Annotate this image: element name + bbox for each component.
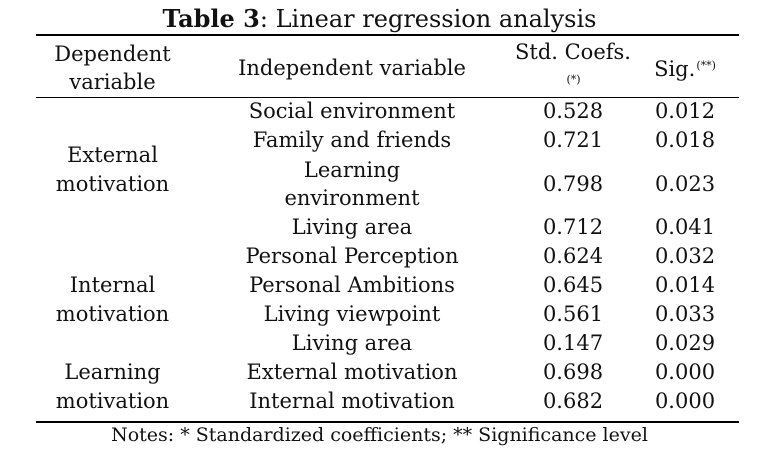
header-std-coefs-mark: (*) [566,73,581,86]
table-row: Family and friends 0.721 0.018 [36,126,739,155]
coef-cell: 0.528 [542,99,604,123]
header-sig-label: Sig. [654,57,696,81]
table-row: Internal motivation Personal Perception … [36,242,739,326]
header-independent: Independent variable [238,55,466,80]
coef-cell: 0.624 [542,244,604,268]
coef-cell: 0.682 [542,389,604,413]
bottom-rule [36,421,739,423]
independent-cell: Personal Ambitions [249,273,455,297]
sig-cell: 0.000 [654,360,716,384]
table-row: Learning motivation External motivation … [36,358,739,413]
table-row: Living viewpoint 0.561 0.033 [36,300,739,329]
independent-cell: Living viewpoint [263,302,441,326]
table-label: Table 3 [162,4,260,33]
independent-cell: Family and friends [252,128,452,152]
table-row: Living area 0.147 0.029 [36,329,739,358]
sig-cell: 0.029 [654,331,716,355]
independent-cell: Learning environment [189,155,515,213]
table-notes: Notes: * Standardized coefficients; ** S… [111,424,648,446]
dependent-cell-learning: Learning motivation [55,360,170,413]
independent-cell: Personal Perception [245,244,459,268]
sig-cell: 0.018 [654,128,716,152]
top-rule [36,34,739,36]
sig-cell: 0.012 [654,99,716,123]
header-rule [36,97,739,98]
sig-cell: 0.014 [654,273,716,297]
table-row: External motivation Social environment 0… [36,97,739,196]
table-title: Table 3: Linear regression analysis [0,4,759,34]
sig-cell: 0.000 [654,389,716,413]
header-dependent: Dependent variable [54,41,171,94]
table-row: Living area 0.712 0.041 [36,213,739,242]
sig-cell: 0.033 [654,302,716,326]
coef-cell: 0.147 [542,331,604,355]
independent-cell-text: Learning environment [284,158,420,210]
sig-cell: 0.041 [654,215,716,239]
sig-cell: 0.023 [654,171,716,196]
table-row: Personal Ambitions 0.645 0.014 [36,271,739,300]
independent-cell: Living area [291,215,413,239]
coef-cell: 0.798 [542,171,604,196]
dependent-cell-internal: Internal motivation [55,273,170,326]
independent-cell: Social environment [248,99,456,123]
coef-cell: 0.645 [542,273,604,297]
header-sig: Sig.(**) [631,38,739,97]
regression-table: Dependent variable Independent variable … [36,38,739,416]
coef-cell: 0.698 [542,360,604,384]
independent-cell: Internal motivation [249,389,455,413]
table-row: Learning environment 0.798 0.023 [36,155,739,213]
independent-cell: External motivation [246,360,458,384]
header-std-coefs-label: Std. Coefs. [515,40,631,64]
independent-cell: Living area [291,331,413,355]
table-row: Internal motivation 0.682 0.000 [36,387,739,416]
header-std-coefs: Std. Coefs. (*) [515,38,631,97]
coef-cell: 0.721 [542,128,604,152]
dependent-cell-external: External motivation [55,142,170,196]
header-row: Dependent variable Independent variable … [36,38,739,97]
coef-cell: 0.712 [542,215,604,239]
header-sig-mark: (**) [696,59,716,72]
sig-cell: 0.032 [654,244,716,268]
coef-cell: 0.561 [542,302,604,326]
table-caption: : Linear regression analysis [259,5,597,33]
